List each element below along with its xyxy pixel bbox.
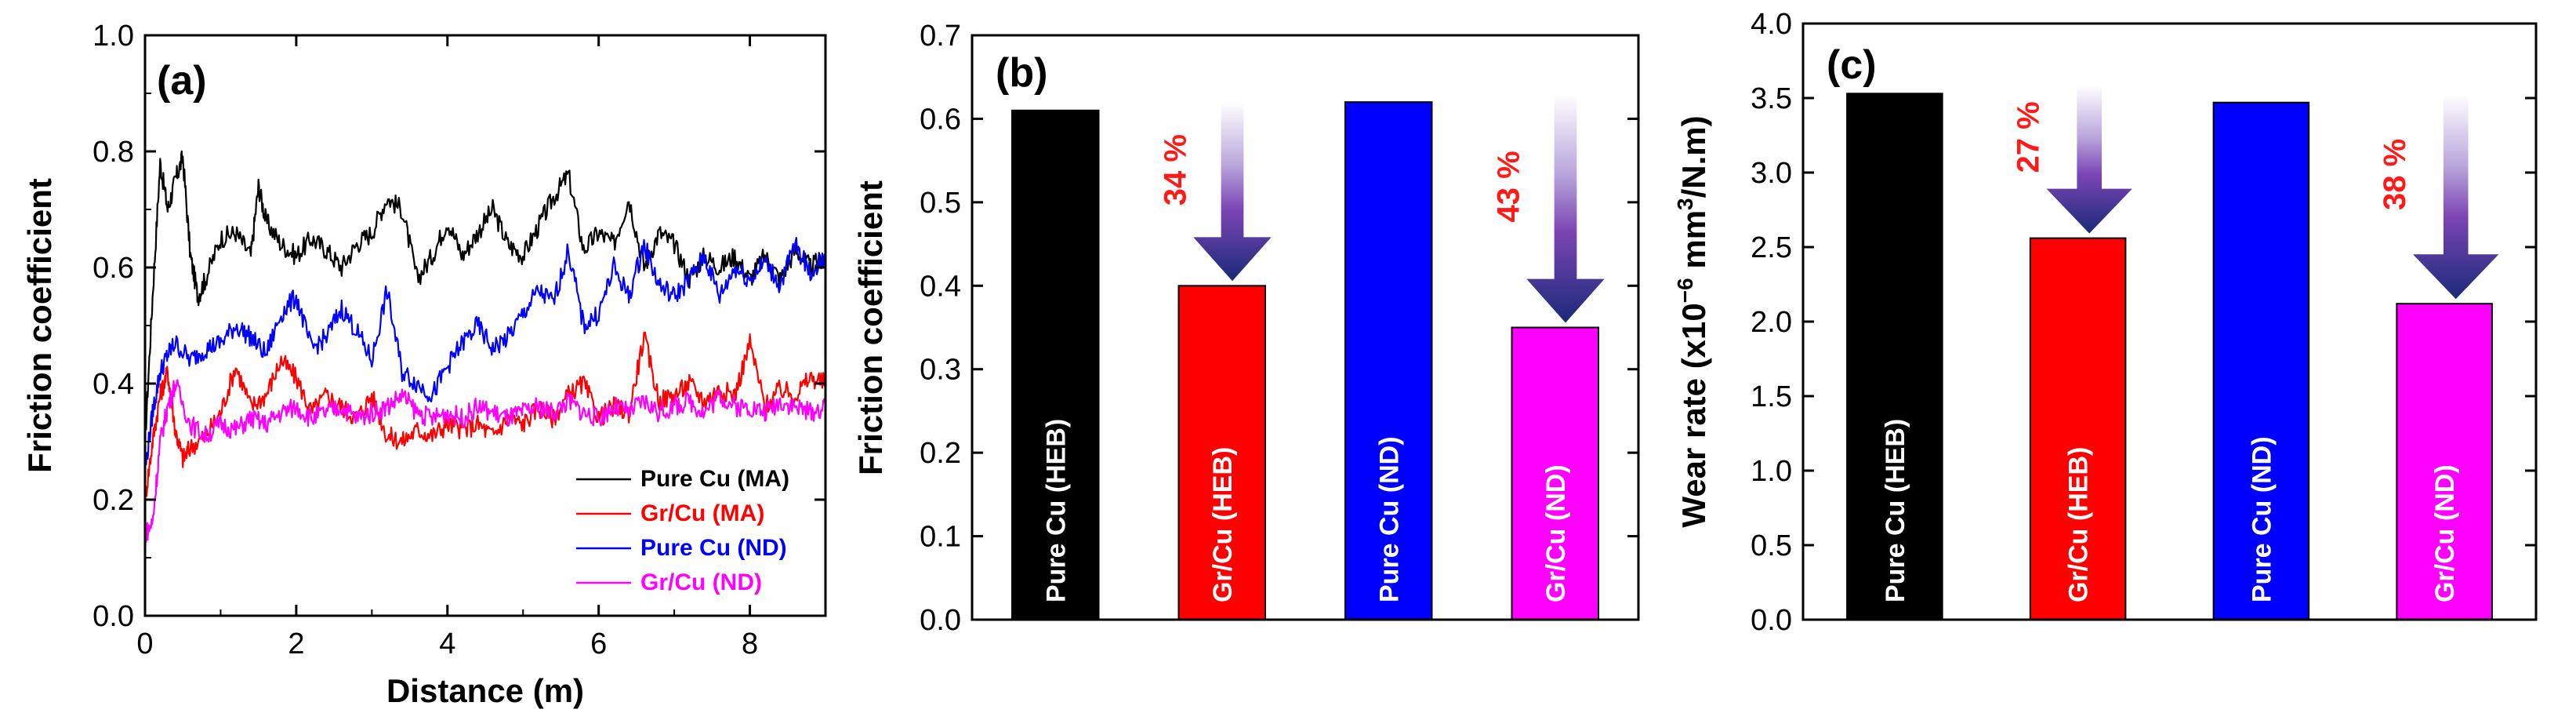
panel-a-frame [143, 34, 827, 617]
panel-a-ytick-label: 0.8 [93, 136, 134, 169]
panel-a-xlabel: Distance (m) [386, 672, 584, 709]
panel-b-ytick-label: 0.2 [920, 437, 961, 470]
panel-c-ytick-label: 4.0 [1751, 8, 1792, 41]
panel-c-bar-label-3: Pure Cu (ND) [2247, 436, 2277, 602]
panel-c-ytick-label: 1.0 [1751, 455, 1792, 488]
panel-b-ytick-label: 0.0 [920, 604, 961, 637]
panel-b-ytick-label: 0.4 [920, 270, 961, 303]
panel-b-reduction-label-2: 43 % [1491, 151, 1526, 222]
panel-c-ytick-label: 3.0 [1751, 157, 1792, 190]
panel-a-xtick-label: 2 [288, 628, 304, 660]
panel-a-ylabel: Friction coefficient [21, 178, 58, 473]
panel-c-reduction-label-2: 38 % [2378, 139, 2412, 210]
panel-b-ylabel: Friction coefficient [852, 180, 889, 475]
panel-b-label: (b) [996, 50, 1047, 96]
panel-b-reduction-label-1: 34 % [1158, 134, 1192, 206]
panel-a-xtick-label: 0 [136, 628, 153, 660]
panel-c-reduction-arrow-2 [2413, 94, 2499, 300]
panel-b-bar-1 [1011, 109, 1100, 621]
panel-c-bar-label-1: Pure Cu (HEB) [1881, 419, 1910, 602]
panel-a-legend: Pure Cu (MA) Gr/Cu (MA) Pure Cu (ND) Gr/Cu … [576, 466, 789, 595]
panel-b-ytick-label: 0.5 [920, 187, 961, 220]
panel-b-bar-2 [1177, 285, 1266, 620]
panel-a-ytick-label: 1.0 [93, 20, 134, 53]
panel-b: Pure Cu (HEB) Gr/Cu (HEB) Pure Cu (ND) Gr/C… [852, 20, 1640, 637]
panel-b-plot-area: Pure Cu (HEB) Gr/Cu (HEB) Pure Cu (ND) Gr/C… [1011, 94, 1605, 621]
panel-c-label: (c) [1827, 42, 1877, 88]
panel-c-ylabel-prefix: Wear rate (x10 [1675, 303, 1712, 527]
panel-b-bar-3 [1344, 101, 1433, 620]
panel-c-ylabel: Wear rate (x10−6 mm3/N.m) [1673, 115, 1712, 527]
panel-c-ytick-label: 0.5 [1751, 529, 1792, 562]
panel-a-ytick-label: 0.2 [93, 484, 134, 517]
panel-b-bar-4 [1511, 326, 1599, 620]
series-line-1 [145, 150, 825, 434]
panel-b-ytick-label: 0.6 [920, 103, 961, 136]
panel-a-xtick-label: 4 [439, 628, 455, 660]
panel-b-reduction-arrow-2 [1526, 94, 1605, 323]
panel-c-ylabel-suffix: /N.m) [1675, 115, 1712, 198]
panel-c-bar-4 [2396, 303, 2493, 620]
panel-a-label: (a) [157, 58, 207, 104]
panel-b-ytick-label: 0.1 [920, 521, 961, 554]
panel-c-ytick-label: 0.0 [1751, 604, 1792, 637]
panel-a-ytick-label: 0.0 [93, 600, 134, 633]
panel-b-reduction-arrow-1 [1193, 102, 1272, 282]
panel-c-bar-2 [2029, 237, 2127, 620]
panel-c-bar-3 [2212, 101, 2310, 620]
panel-a-axes: 0.0 0.2 0.4 0.6 0.8 1.0 0 2 4 6 8 [93, 20, 825, 660]
panel-b-bar-label-2: Gr/Cu (HEB) [1208, 447, 1238, 602]
panel-c-ytick-label: 1.5 [1751, 380, 1792, 413]
panel-c-bar-1 [1846, 93, 1943, 621]
legend-label-1: Pure Cu (MA) [640, 466, 789, 492]
panel-c-reduction-arrow-1 [2046, 85, 2132, 234]
panel-b-ytick-label: 0.7 [920, 20, 961, 53]
series-line-3 [145, 237, 825, 474]
panel-c-axes: 0.0 0.5 1.0 1.5 2.0 2.5 3.0 3.5 4.0 [1751, 8, 2536, 637]
panel-c-ytick-label: 2.0 [1751, 306, 1792, 339]
panel-b-frame [971, 34, 1640, 621]
panel-c-plot-area: Pure Cu (HEB) Gr/Cu (HEB) Pure Cu (ND) Gr/C… [1846, 85, 2499, 621]
panel-c-ylabel-sup2: 3 [1673, 198, 1697, 210]
panel-b-bar-label-3: Pure Cu (ND) [1374, 436, 1404, 602]
legend-label-4: Gr/Cu (ND) [640, 569, 762, 595]
legend-label-2: Gr/Cu (MA) [640, 500, 764, 526]
legend-label-3: Pure Cu (ND) [640, 535, 787, 561]
panel-a: 0.0 0.2 0.4 0.6 0.8 1.0 0 2 4 6 8 (a) Distance (m)… [21, 20, 827, 709]
panel-a-ytick-label: 0.4 [93, 368, 134, 401]
panel-c-ylabel-mid: mm [1675, 210, 1712, 278]
panel-b-bar-label-4: Gr/Cu (ND) [1541, 464, 1571, 602]
panel-a-ytick-label: 0.6 [93, 252, 134, 285]
panel-c: Pure Cu (HEB) Gr/Cu (HEB) Pure Cu (ND) Gr/C… [1673, 8, 2538, 637]
panel-c-bar-label-4: Gr/Cu (ND) [2430, 464, 2460, 602]
panel-a-xtick-label: 8 [742, 628, 758, 660]
panel-c-bar-label-2: Gr/Cu (HEB) [2064, 447, 2094, 602]
panel-c-ytick-label: 2.5 [1751, 231, 1792, 264]
panel-c-ytick-label: 3.5 [1751, 82, 1792, 115]
panel-a-plot-area [145, 150, 825, 543]
series-line-4 [145, 379, 825, 543]
panel-a-xtick-label: 6 [590, 628, 607, 660]
panel-c-ylabel-sup1: −6 [1673, 278, 1697, 303]
panel-b-bar-label-1: Pure Cu (HEB) [1041, 419, 1071, 602]
panel-b-ytick-label: 0.3 [920, 354, 961, 387]
panel-b-axes: 0.0 0.1 0.2 0.3 0.4 0.5 0.6 0.7 [920, 20, 1638, 637]
panel-c-reduction-label-1: 27 % [2012, 101, 2046, 173]
